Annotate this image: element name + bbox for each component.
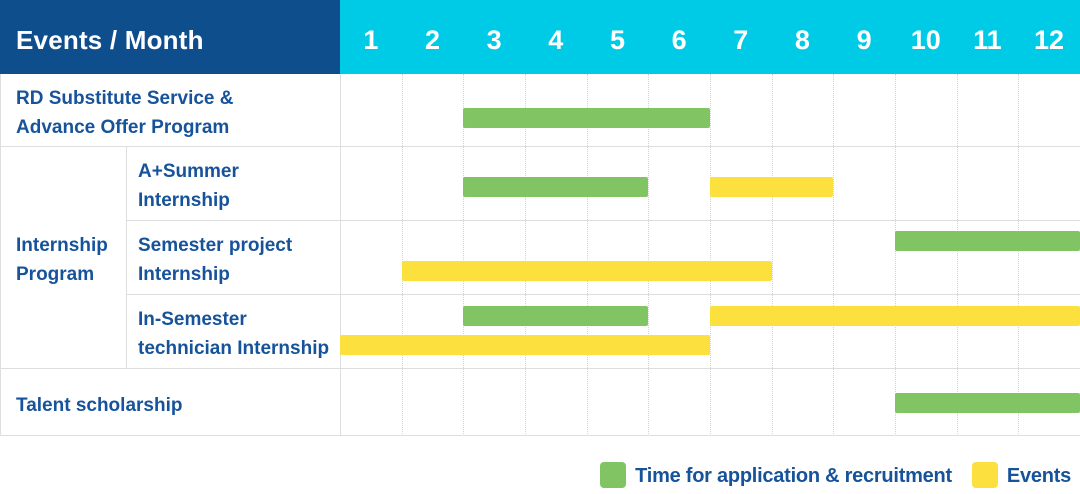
bar-yellow-row-4 [340,335,710,355]
month-gridline-6 [710,74,711,436]
grid-vline-2 [126,146,127,368]
month-header-4: 4 [548,25,564,55]
header-title-cell: Events / Month [0,0,340,74]
grid-hline-2 [126,220,1080,221]
month-gridline-4 [586,74,588,436]
legend-label-application: Time for application & recruitment [635,464,952,487]
grid-vline-1 [0,74,1,436]
bar-yellow-row-3 [401,261,772,281]
month-gridline-3 [525,74,526,436]
month-header-9: 9 [856,25,872,55]
month-gridline-8 [833,74,835,436]
month-header-row: 1 2 3 4 5 6 7 8 9 10 11 12 [340,0,1080,74]
month-header-1: 1 [363,25,379,55]
row-label-in-semester-technician: In-Semester technician Internship [138,309,330,359]
bar-yellow-row-4 [710,306,1080,326]
bar-green-row-5 [895,393,1080,413]
grid-hline-3 [126,294,1080,295]
month-header-7: 7 [733,25,749,55]
legend: Time for application & recruitment Event… [600,462,1071,488]
legend-label-events: Events [1006,464,1071,487]
month-header-3: 3 [486,25,502,55]
bar-green-row-1 [463,108,710,128]
month-header-11: 11 [973,25,1002,55]
month-gridline-1 [401,74,403,436]
row-label-a-plus-summer: A+Summer Internship [138,161,239,211]
grid-hline-4 [0,368,1080,369]
month-gridline-9 [895,74,896,436]
gantt-plot-area [340,74,1080,436]
row-label-rd-substitute: RD Substitute Service & Advance Offer Pr… [16,88,234,138]
bar-yellow-row-2 [710,177,834,197]
month-gridline-10 [956,74,958,436]
bar-green-row-2 [463,177,649,197]
month-header-12: 12 [1034,25,1065,55]
month-header-8: 8 [794,25,810,55]
month-header-2: 2 [424,25,440,55]
row-label-talent-scholarship: Talent scholarship [16,394,183,416]
month-header-10: 10 [910,25,941,55]
month-gridline-5 [648,74,650,436]
row-label-semester-project: Semester project Internship [138,235,293,285]
month-header-6: 6 [671,25,687,55]
legend-swatch-events [971,462,998,488]
grid-vline-3 [340,74,341,436]
legend-swatch-application [600,462,627,488]
month-header-5: 5 [609,25,625,55]
grid-hline-5 [0,435,1080,436]
chart-body: RD Substitute Service & Advance Offer Pr… [0,74,1080,436]
month-gridline-2 [463,74,465,436]
month-gridline-7 [771,74,773,436]
header-title: Events / Month [16,25,204,55]
row-group-label-internship-program: Internship Program [16,235,108,285]
month-gridline-11 [1018,74,1020,436]
bar-green-row-3 [895,231,1080,251]
grid-hline-1 [0,146,1080,147]
bar-green-row-4 [463,306,649,326]
